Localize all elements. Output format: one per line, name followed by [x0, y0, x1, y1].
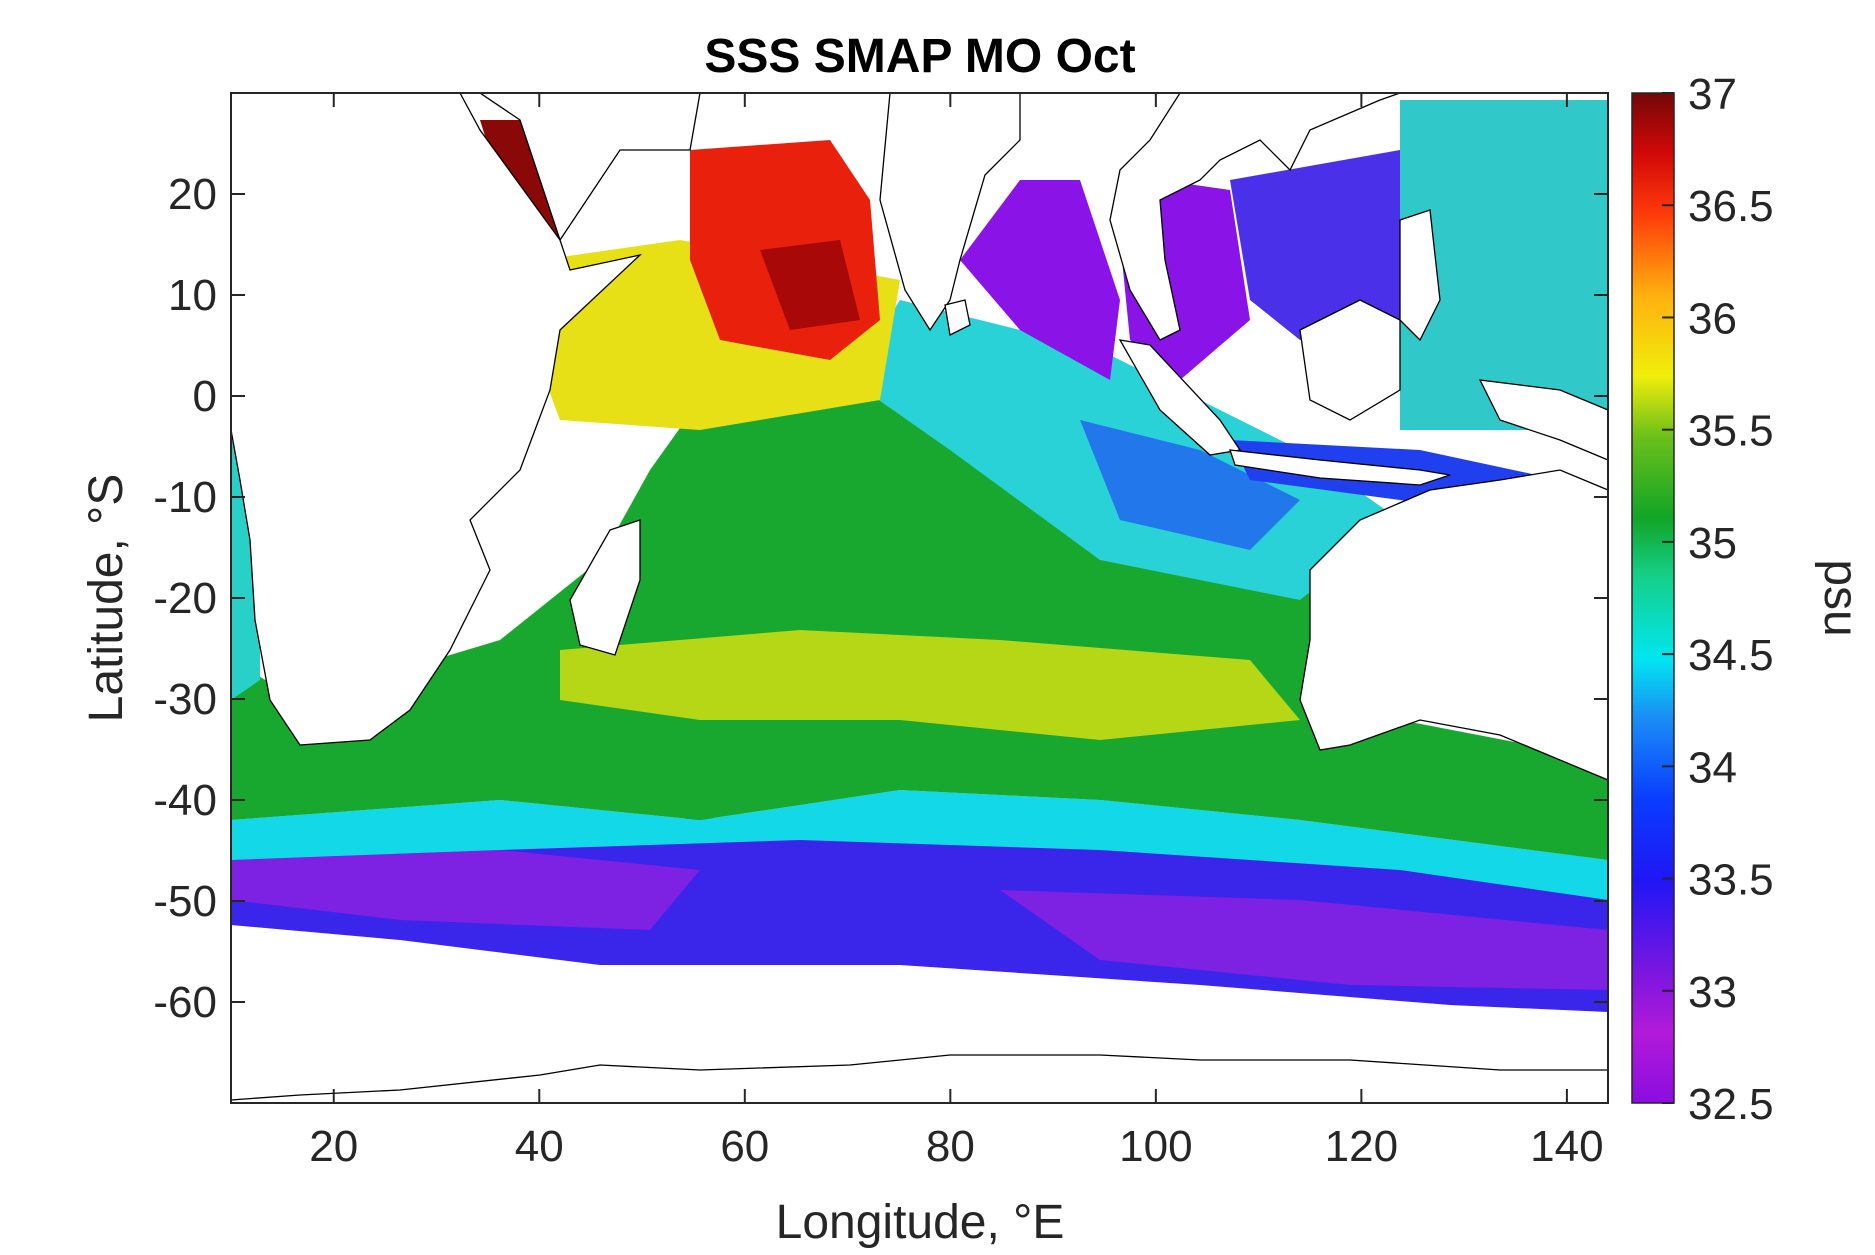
- y-tick-label: 0: [193, 372, 217, 421]
- colorbar: [1631, 92, 1675, 1104]
- x-tick-label: 60: [720, 1122, 769, 1171]
- y-tick-label: -20: [153, 574, 217, 623]
- y-tick-label: 10: [168, 271, 217, 320]
- y-tick-label: -10: [153, 473, 217, 522]
- colorbar-tick-label: 33.5: [1688, 856, 1774, 905]
- java: [1229, 449, 1451, 486]
- x-tick-label: 100: [1119, 1122, 1192, 1171]
- colorbar-tick-label: 34.5: [1688, 631, 1774, 680]
- y-tick-label: -40: [153, 776, 217, 825]
- colorbar-tick-label: 36: [1688, 294, 1737, 343]
- salinity-field: [231, 100, 1608, 1012]
- pacific-cyan: [1400, 100, 1608, 430]
- sumatra: [1118, 339, 1242, 456]
- x-tick-label: 20: [309, 1122, 358, 1171]
- y-tick-label: -50: [153, 877, 217, 926]
- colorbar-tick-label: 35.5: [1688, 407, 1774, 456]
- x-axis-label: Longitude, °E: [776, 1196, 1065, 1249]
- chart-title: SSS SMAP MO Oct: [704, 30, 1135, 83]
- madagascar: [569, 519, 641, 656]
- colorbar-tick-label: 36.5: [1688, 182, 1774, 231]
- australia: [1299, 469, 1608, 781]
- x-tick-label: 140: [1530, 1122, 1603, 1171]
- colorbar-label: psu: [1814, 559, 1867, 636]
- colorbar-tick-label: 34: [1688, 743, 1737, 792]
- y-tick-label: 20: [168, 170, 217, 219]
- southern-ocean-magenta: [231, 850, 1608, 990]
- x-tick-label: 80: [926, 1122, 975, 1171]
- colorbar-tick-label: 37: [1688, 70, 1737, 119]
- colorbar-ticks: 37 36.5 36 35.5 35 34.5 34 33.5 33 32.5: [1662, 70, 1774, 1129]
- antarctica: [231, 1054, 1608, 1103]
- colorbar-tick-label: 33: [1688, 968, 1737, 1017]
- bay-of-bengal: [960, 180, 1120, 380]
- borneo: [1299, 299, 1401, 421]
- x-tick-label: 120: [1325, 1122, 1398, 1171]
- colorbar-tick-label: 32.5: [1688, 1080, 1774, 1129]
- y-axis: 20 10 0 -10 -20 -30 -40 -50 -60: [153, 170, 1608, 1027]
- y-tick-label: -60: [153, 978, 217, 1027]
- x-axis: 20 40 60 80 100 120 140: [309, 93, 1604, 1171]
- x-tick-label: 40: [515, 1122, 564, 1171]
- y-axis-label: Latitude, °S: [80, 474, 133, 723]
- southeast-asia: [1020, 93, 1401, 341]
- africa: [231, 93, 643, 746]
- philippines: [1399, 209, 1441, 342]
- new-guinea: [1478, 379, 1608, 461]
- sri-lanka: [944, 299, 971, 336]
- land: [231, 93, 1608, 1103]
- central-blue: [1080, 420, 1300, 550]
- arabia-india: [478, 93, 1021, 332]
- y-tick-label: -30: [153, 675, 217, 724]
- south-china-sea: [1230, 150, 1400, 340]
- cyan-band: [231, 790, 1608, 900]
- arabian-dark-red: [760, 240, 860, 330]
- colorbar-tick-label: 35: [1688, 519, 1737, 568]
- subtropical-yellow-band: [560, 630, 1300, 740]
